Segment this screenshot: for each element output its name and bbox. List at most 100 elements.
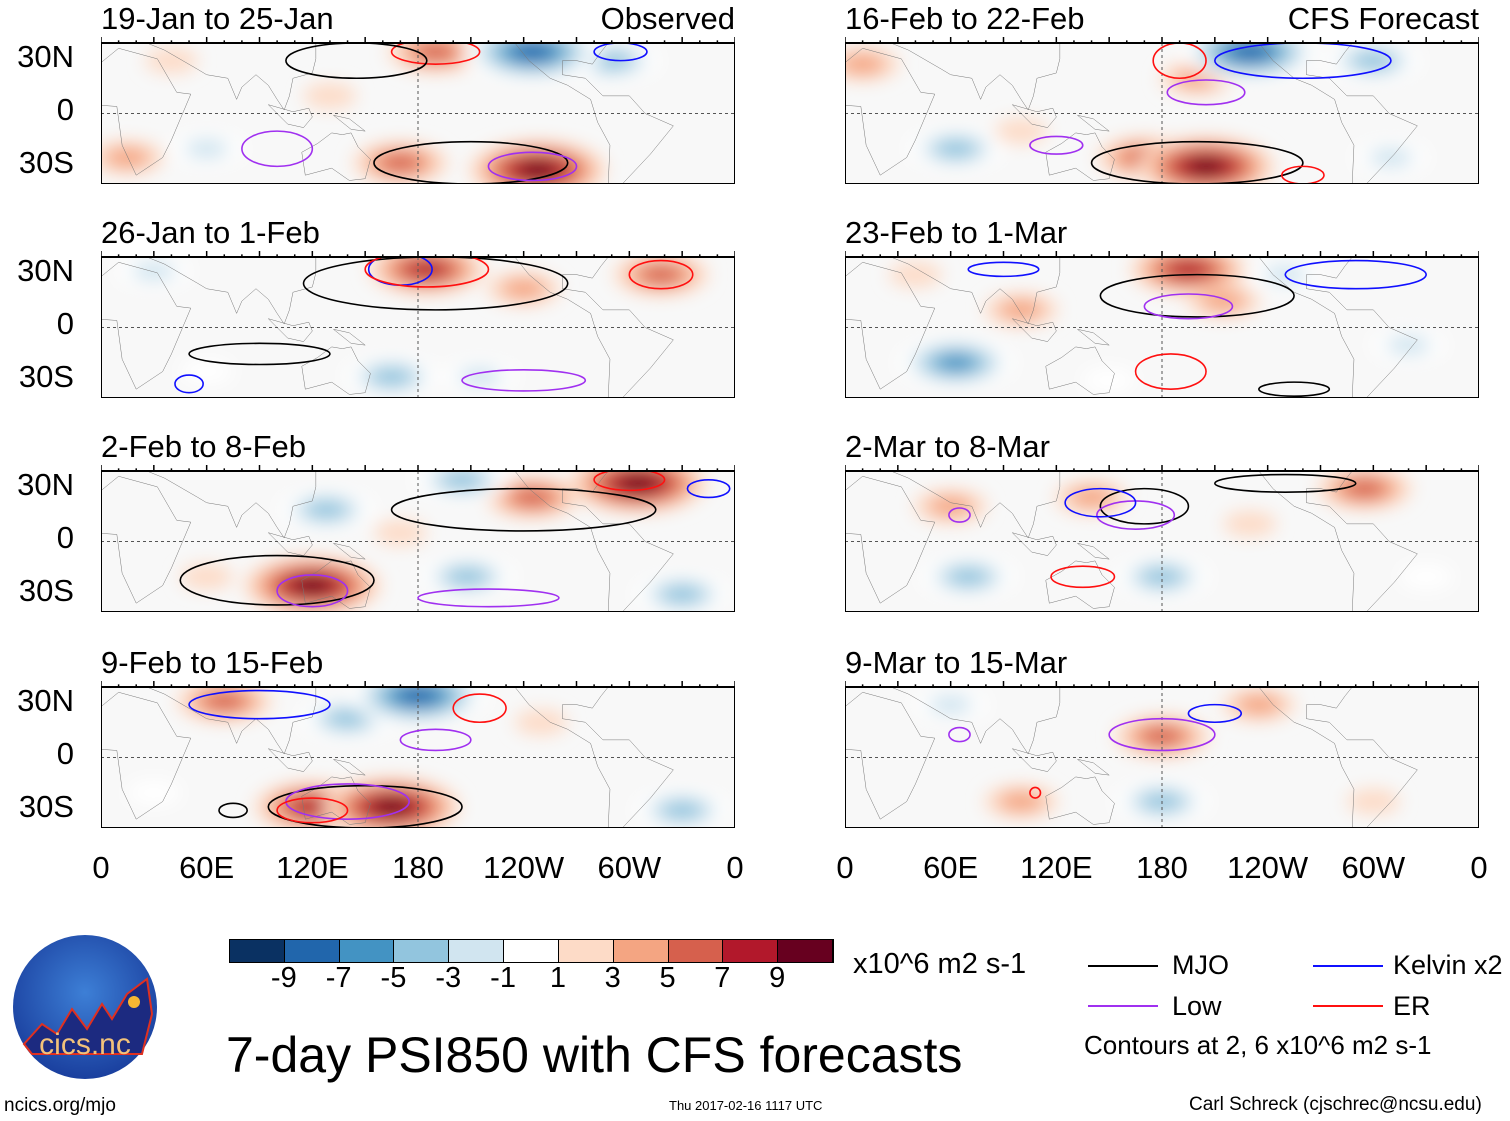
contour-er — [277, 798, 347, 823]
anomaly-blob — [1223, 511, 1277, 537]
coastline — [845, 476, 935, 603]
figure-title: 7-day PSI850 with CFS forecasts — [226, 1027, 963, 1083]
anomaly-blob — [446, 567, 488, 586]
anomaly-blob — [306, 500, 347, 519]
map-plot — [101, 681, 735, 828]
anomaly-blob — [501, 278, 546, 299]
map-plot — [845, 681, 1479, 828]
anomaly-blob — [293, 577, 332, 594]
contour-er — [392, 39, 480, 64]
contour-low — [949, 508, 970, 522]
contour-kelvin — [594, 43, 647, 61]
y-tick-label: 0 — [56, 736, 74, 771]
x-tick-label: 120E — [276, 850, 349, 885]
panel-title: 2-Feb to 8-Feb — [101, 429, 307, 464]
coastline — [101, 476, 191, 603]
x-tick-label: 60E — [179, 850, 235, 885]
colorbar-label: -7 — [325, 962, 352, 994]
contour-mjo — [286, 43, 427, 78]
colorbar-swatch — [339, 940, 395, 962]
coastline — [147, 687, 316, 754]
coastline — [1046, 133, 1115, 181]
coastline — [515, 687, 674, 828]
anomaly-blob — [519, 161, 557, 178]
contour-kelvin — [1065, 489, 1135, 517]
x-tick-label: 0 — [836, 850, 854, 885]
contour-low — [400, 729, 470, 750]
map-plot — [101, 251, 735, 398]
logo-text: cics.nc — [39, 1028, 131, 1061]
y-tick-label: 30N — [17, 683, 74, 718]
coastline — [268, 749, 312, 772]
y-tick-label: 0 — [56, 306, 74, 341]
coastline — [891, 257, 1060, 324]
anomaly-blob — [514, 709, 568, 735]
colorbar-swatch — [778, 940, 833, 962]
coastline — [515, 471, 674, 612]
colorbar-label: 7 — [714, 962, 731, 994]
coastline — [1259, 687, 1418, 828]
anomaly-blob — [513, 43, 552, 60]
coastline — [891, 471, 1060, 538]
contour-er — [1153, 43, 1206, 78]
anomaly-blob — [184, 138, 229, 159]
panel-title: 19-Jan to 25-Jan — [101, 1, 334, 36]
coastline — [302, 133, 371, 181]
anomaly-blob — [131, 260, 177, 282]
coastline — [1077, 759, 1109, 775]
coastline — [147, 43, 316, 110]
contour-kelvin — [1285, 261, 1426, 289]
y-tick-label: 30S — [18, 573, 74, 608]
panel-title: 23-Feb to 1-Mar — [845, 215, 1068, 250]
legend-line-kelvin — [1313, 965, 1383, 967]
coastline — [1012, 319, 1056, 342]
coastline — [1259, 257, 1418, 398]
contour-mjo — [1092, 142, 1303, 184]
contour-low — [488, 152, 576, 180]
anomaly-blob — [928, 496, 973, 517]
colorbar-label: 3 — [604, 962, 621, 994]
anomaly-blob — [640, 265, 682, 284]
coastline — [515, 257, 674, 398]
contour-low — [418, 589, 559, 607]
footer-timestamp: Thu 2017-02-16 1117 UTC — [669, 1098, 823, 1113]
anomaly-blob — [619, 475, 657, 492]
colorbar-label: -5 — [380, 962, 407, 994]
anomaly-blob — [1386, 334, 1431, 356]
coastline — [1012, 533, 1056, 556]
contour-kelvin — [189, 691, 330, 719]
coastline — [1046, 561, 1115, 609]
anomaly-blob — [661, 585, 703, 604]
y-tick-label: 30N — [17, 467, 74, 502]
contour-er — [1030, 787, 1041, 798]
anomaly-blob — [1352, 51, 1394, 70]
contour-kelvin — [1215, 43, 1391, 78]
x-tick-label: 0 — [1470, 850, 1488, 885]
contour-low — [1109, 719, 1215, 751]
coastline — [302, 347, 371, 395]
colorbar-swatch — [668, 940, 724, 962]
coastline — [333, 543, 365, 559]
contour-er — [365, 252, 488, 287]
anomaly-blob — [373, 519, 427, 546]
colorbar-swatch — [613, 940, 669, 962]
x-tick-label: 180 — [1136, 850, 1188, 885]
y-tick-label: 0 — [56, 520, 74, 555]
map-plot — [101, 37, 735, 184]
contour-er — [594, 469, 664, 490]
y-tick-label: 30N — [17, 253, 74, 288]
anomaly-blob — [845, 53, 885, 75]
contour-er — [453, 694, 506, 722]
x-tick-label: 60W — [1341, 850, 1406, 885]
coastline — [1046, 347, 1115, 395]
anomaly-blob — [415, 42, 456, 61]
panel-title: 9-Mar to 15-Mar — [845, 645, 1068, 680]
coastline — [515, 43, 674, 184]
anomaly-blob — [180, 358, 234, 385]
coastline — [333, 759, 365, 775]
coastline — [302, 561, 371, 609]
anomaly-blob — [661, 801, 703, 820]
panel-title: 9-Feb to 15-Feb — [101, 645, 324, 680]
anomaly-blob — [889, 261, 942, 288]
